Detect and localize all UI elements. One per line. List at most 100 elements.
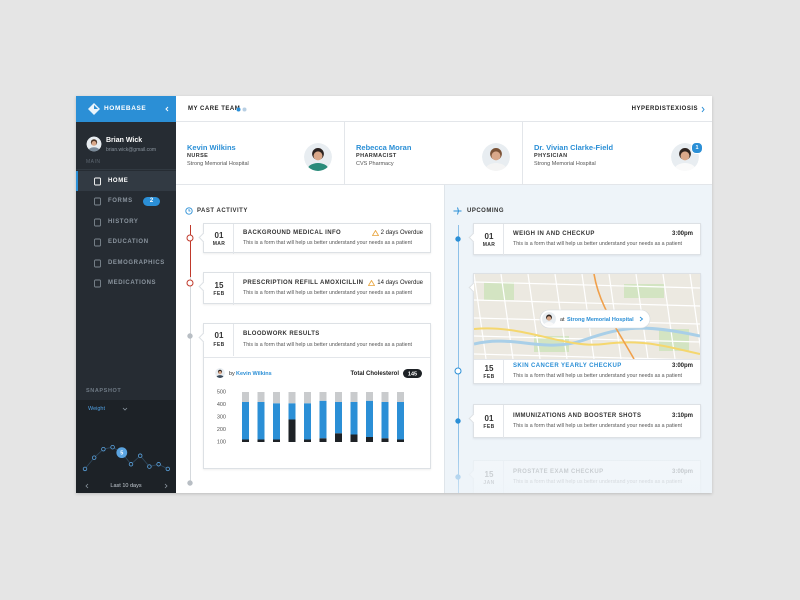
nav-icon-shape: [94, 197, 101, 206]
item-description: This is a form that will help us better …: [513, 423, 683, 429]
location-arrow: [639, 316, 644, 322]
nav-icon-shape: [94, 238, 101, 247]
date-box: [204, 273, 234, 305]
item-description: This is a form that will help us better …: [513, 241, 683, 247]
prev-period[interactable]: [84, 483, 90, 489]
date-day: 01: [484, 414, 494, 423]
nav-icon: [94, 218, 101, 227]
timeline: [189, 277, 191, 484]
bar-segment: [257, 392, 265, 402]
user-avatar: [86, 136, 102, 152]
bar-segment: [366, 392, 373, 401]
dot-shape: [455, 236, 461, 242]
avatar: [542, 312, 556, 326]
nav-item[interactable]: HOME: [76, 171, 176, 191]
pager-dots[interactable]: [236, 107, 248, 112]
map: at Strong Memorial Hospital: [474, 274, 700, 359]
member-avatar: [304, 143, 332, 171]
nav-label: HISTORY: [108, 218, 139, 225]
timeline-card[interactable]: 01 FEB BLOODWORK RESULTS This is a form tha…: [203, 323, 431, 469]
item-time: 3:00pm: [671, 363, 693, 369]
trend-line: [84, 446, 168, 470]
nav-item[interactable]: FORMS 2: [76, 191, 176, 211]
date-day: 15: [484, 364, 494, 373]
snapshot-metric[interactable]: Weight: [88, 406, 106, 412]
member-badge: 1: [691, 142, 703, 154]
member-avatar: [482, 143, 510, 171]
next-period[interactable]: [163, 483, 169, 489]
map-street: [474, 353, 685, 359]
member-role: PHYSICIAN: [534, 153, 568, 159]
item-time: 3:00pm: [671, 231, 693, 237]
bar-segment: [319, 400, 327, 439]
care-card[interactable]: Kevin Wilkins NURSE Strong Memorial Hospit…: [176, 122, 345, 184]
nav-item[interactable]: MEDICATIONS: [76, 273, 176, 293]
bar-segment: [257, 402, 265, 440]
timeline-dot: [454, 367, 462, 375]
timeline-dot: [187, 480, 193, 486]
point: [101, 446, 106, 452]
timeline-card[interactable]: 15 FEB PRESCRIPTION REFILL AMOXICILLIN This…: [203, 272, 431, 305]
warning-icon: [368, 280, 376, 286]
point: [82, 466, 88, 472]
avatar: [482, 143, 510, 171]
condition-link[interactable]: HYPERDISTEXIOSIS: [631, 106, 698, 112]
avatar-face: [218, 371, 222, 375]
item-title: IMMUNIZATIONS AND BOOSTER SHOTS: [513, 413, 642, 419]
nav-item[interactable]: EDUCATION: [76, 232, 176, 252]
bar-segment: [273, 439, 280, 442]
avatar-inner: [542, 312, 556, 326]
avatar: [215, 368, 225, 378]
bar-segment: [381, 402, 389, 439]
avatar-body: [307, 163, 329, 171]
map-street: [474, 281, 700, 289]
bar-segment: [288, 403, 296, 420]
point: [147, 464, 152, 469]
total-badge: [403, 369, 422, 378]
timeline-card[interactable]: 15 FEB SKIN CANCER YEARLY CHECKUP This is a…: [473, 273, 701, 385]
item-title: WEIGH IN AND CHECKUP: [513, 231, 595, 237]
timeline-card[interactable]: 01 FEB IMMUNIZATIONS AND BOOSTER SHOTS This…: [473, 404, 701, 439]
item-status: 14 days Overdue: [368, 280, 423, 286]
timeline-card[interactable]: 01 MAR BACKGROUND MEDICAL INFO This is a fo…: [203, 223, 431, 254]
date-month: FEB: [213, 342, 225, 348]
bar-segment: [350, 392, 358, 402]
bar-segment: [273, 392, 280, 404]
avatar-inner: [482, 143, 510, 171]
overdue-timeline: [189, 225, 191, 277]
bar-segment: [350, 434, 358, 442]
avatar-inner: [86, 136, 102, 152]
timeline-card[interactable]: 01 MAR WEIGH IN AND CHECKUP This is a form …: [473, 223, 701, 256]
collapse-icon[interactable]: [164, 106, 170, 112]
brand-bar[interactable]: HOMEBASE: [76, 96, 176, 122]
warning-icon: [371, 230, 379, 236]
timeline-dot: [186, 234, 194, 242]
avatar-inner: [215, 368, 225, 378]
condition-arrow[interactable]: [700, 106, 706, 113]
fade-overlay: [445, 440, 712, 493]
avatar-face: [91, 141, 97, 146]
point: [110, 445, 115, 450]
dot-shape: [187, 480, 193, 486]
y-tick-label: 100: [217, 439, 226, 445]
bar-segment: [366, 437, 373, 442]
chart-title: Total Cholesterol: [350, 371, 399, 377]
y-tick-label: 300: [217, 414, 226, 420]
nav-item[interactable]: HISTORY: [76, 212, 176, 232]
care-card[interactable]: Dr. Vivian Clarke-Field PHYSICIAN Strong M…: [523, 122, 712, 184]
app-window: HOMEBASE Brian Wick brian.wick@gmail.com…: [76, 96, 712, 493]
member-place: CVS Pharmacy: [356, 161, 394, 167]
date-day: 15: [214, 281, 224, 290]
snapshot-panel: Weight Last 10 days 5: [76, 400, 176, 493]
care-card[interactable]: Rebecca Moran PHARMACIST CVS Pharmacy: [345, 122, 523, 184]
total-value: 145: [408, 371, 417, 377]
item-description: This is a form that will help us better …: [513, 373, 683, 379]
member-name: Kevin Wilkins: [187, 143, 236, 152]
nav-icon-shape: [94, 177, 101, 186]
dot-shape: [186, 234, 194, 242]
nav-item[interactable]: DEMOGRAPHICS: [76, 253, 176, 273]
metric-dropdown[interactable]: [122, 407, 128, 412]
member-place: Strong Memorial Hospital: [187, 161, 249, 167]
past-activity-title: PAST ACTIVITY: [197, 208, 248, 214]
map-street: [474, 299, 700, 307]
